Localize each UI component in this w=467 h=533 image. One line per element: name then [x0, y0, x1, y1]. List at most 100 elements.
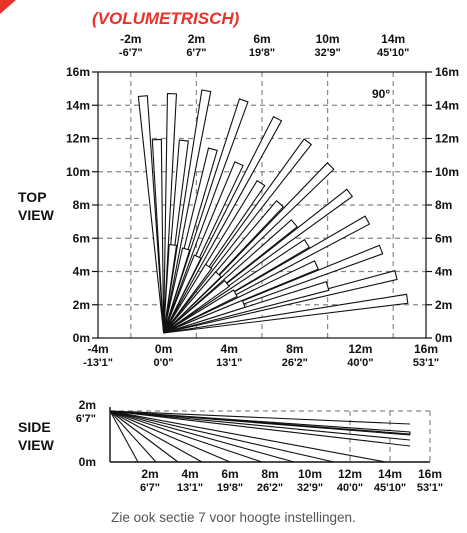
y-tick-label-right: 0m [435, 331, 452, 345]
top-tick-label: 6m [253, 32, 270, 46]
y-tick-label-left: 4m [73, 265, 90, 279]
side-zone-ray [109, 410, 411, 436]
side-x-tick-imperial-label: 32'9" [297, 482, 323, 494]
x-tick-imperial-label: 40'0" [347, 357, 373, 369]
detection-zone [163, 115, 283, 334]
top-view-frame [97, 71, 427, 339]
detection-zone [163, 270, 222, 334]
y-tick-label-left: 10m [66, 165, 90, 179]
angle-label: 90° [372, 87, 390, 101]
caption: Zie ook sectie 7 voor hoogte instellinge… [111, 510, 356, 525]
y-tick-label-right: 10m [435, 165, 459, 179]
x-tick-label: 4m [221, 342, 238, 356]
x-tick-label: 8m [286, 342, 303, 356]
top-view-zones [137, 89, 409, 334]
top-view-label-1: TOP [18, 189, 47, 205]
y-tick-label-left: 8m [73, 198, 90, 212]
top-tick-imperial-label: 32'9" [315, 47, 341, 59]
y-tick-label-right: 14m [435, 98, 459, 112]
top-tick-imperial-label: 19'8" [249, 47, 275, 59]
y-tick-label-left: 16m [66, 65, 90, 79]
y-tick-label-right: 2m [435, 298, 452, 312]
y-tick-label-left: 12m [66, 132, 90, 146]
detection-zone [163, 98, 249, 334]
y-tick-label-left: 2m [73, 298, 90, 312]
side-zone-ray [109, 410, 295, 463]
detection-zone [163, 279, 230, 334]
side-x-tick-label: 8m [261, 467, 278, 481]
side-zone-ray [109, 410, 157, 463]
detection-zone [163, 293, 409, 334]
side-view-label-2: VIEW [18, 437, 55, 453]
side-view-zones [109, 410, 411, 463]
detection-zone [163, 138, 313, 334]
top-view-tick-labels: 0m 0m 2m 2m 4m 4m 6m 6m 8m 8m 10m 10m 12m 12m 14m 14m 16… [66, 32, 459, 369]
x-tick-label: 0m [155, 342, 172, 356]
side-zone-ray [109, 410, 179, 463]
side-x-tick-imperial-label: 19'8" [217, 482, 243, 494]
detection-zone [137, 95, 165, 334]
detection-pattern-diagram: 0m 0m 2m 2m 4m 4m 6m 6m 8m 8m 10m 10m 12m 12m 14m 14m 16… [18, 32, 459, 494]
side-x-tick-label: 12m [338, 467, 362, 481]
side-x-tick-imperial-label: 13'1" [177, 482, 203, 494]
side-y-tick-label: 0m [79, 455, 96, 469]
side-zone-ray [109, 410, 411, 447]
side-x-tick-label: 4m [181, 467, 198, 481]
top-tick-label: 14m [381, 32, 405, 46]
side-x-tick-label: 14m [378, 467, 402, 481]
detection-zone [163, 299, 246, 334]
detection-zone [151, 138, 165, 334]
side-zone-ray [109, 410, 139, 463]
side-x-tick-label: 6m [221, 467, 238, 481]
y-tick-label-left: 6m [73, 231, 90, 245]
detection-zone [163, 89, 212, 334]
x-tick-label: 12m [348, 342, 372, 356]
side-view-label-1: SIDE [18, 419, 51, 435]
y-tick-label-right: 4m [435, 265, 452, 279]
detection-zone [163, 254, 202, 334]
side-x-tick-imperial-label: 26'2" [257, 482, 283, 494]
side-view-tick-labels: 2m6'7"0m2m6'7"4m13'1"6m19'8"8m26'2"10m32… [76, 398, 443, 494]
side-x-tick-imperial-label: 53'1" [417, 482, 443, 494]
detection-zone [163, 289, 238, 334]
corner-accent [0, 0, 16, 14]
side-zone-ray [109, 410, 411, 441]
top-tick-label: 10m [316, 32, 340, 46]
x-tick-label: -4m [87, 342, 108, 356]
top-tick-label: -2m [120, 32, 141, 46]
side-x-tick-imperial-label: 40'0" [337, 482, 363, 494]
y-tick-label-left: 14m [66, 98, 90, 112]
side-y-tick-imperial-label: 6'7" [76, 413, 96, 425]
side-zone-ray [109, 410, 335, 463]
y-tick-label-right: 8m [435, 198, 452, 212]
side-x-tick-label: 2m [141, 467, 158, 481]
y-tick-label-left: 0m [73, 331, 90, 345]
side-detection-zone [109, 410, 411, 425]
y-tick-label-right: 6m [435, 231, 452, 245]
y-tick-label-right: 16m [435, 65, 459, 79]
top-tick-imperial-label: 45'10" [377, 47, 409, 59]
top-tick-label: 2m [188, 32, 205, 46]
side-view-grid [109, 407, 431, 463]
x-tick-imperial-label: 0'0" [154, 357, 174, 369]
x-tick-imperial-label: 53'1" [413, 357, 439, 369]
detection-zone [163, 247, 191, 334]
side-y-tick-label: 2m [79, 398, 96, 412]
diagram-title: (VOLUMETRISCH) [92, 9, 240, 28]
side-x-tick-imperial-label: 45'10" [374, 482, 406, 494]
y-tick-label-right: 12m [435, 132, 459, 146]
top-view-label-2: VIEW [18, 207, 55, 223]
side-zone-ray [109, 410, 263, 463]
detection-zone [163, 263, 213, 334]
side-zone-ray [109, 410, 387, 463]
side-x-tick-label: 10m [298, 467, 322, 481]
side-zone-ray [109, 410, 231, 463]
top-tick-imperial-label: 6'7" [186, 47, 206, 59]
side-x-tick-imperial-label: 6'7" [140, 482, 160, 494]
detection-zone [163, 92, 178, 334]
side-zone-ray [109, 410, 203, 463]
x-tick-imperial-label: 26'2" [282, 357, 308, 369]
x-tick-label: 16m [414, 342, 438, 356]
detection-zone [163, 238, 311, 334]
x-tick-imperial-label: -13'1" [83, 357, 113, 369]
